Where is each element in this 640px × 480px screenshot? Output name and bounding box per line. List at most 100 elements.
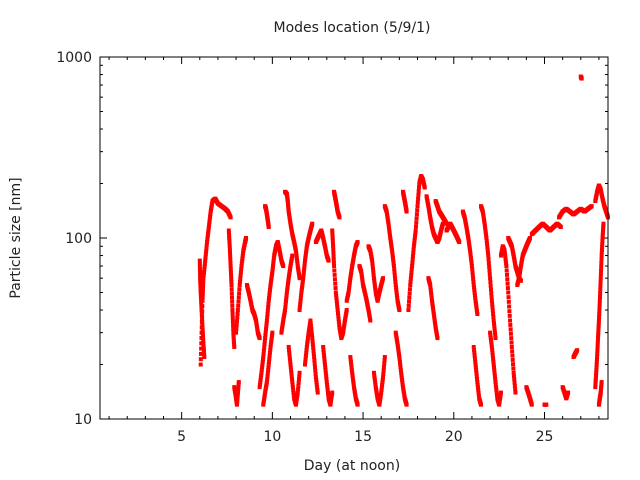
data-point (489, 291, 494, 296)
data-point (258, 377, 263, 382)
data-point (490, 302, 495, 307)
data-point (297, 374, 302, 379)
data-point (389, 246, 394, 251)
data-point (497, 398, 502, 403)
data-point (267, 288, 272, 293)
data-point (494, 390, 499, 395)
data-point (244, 236, 249, 240)
data-point (508, 331, 513, 336)
data-point (415, 208, 420, 213)
data-point (314, 382, 319, 387)
data-point (430, 298, 435, 303)
data-point (201, 279, 206, 284)
data-point (295, 390, 300, 395)
data-point (473, 365, 478, 370)
data-point (398, 365, 403, 370)
data-point (380, 380, 385, 385)
data-point (594, 365, 599, 370)
data-point (299, 293, 304, 298)
data-point (512, 380, 517, 385)
data-point (199, 308, 204, 313)
data-point (428, 285, 433, 290)
data-point (293, 248, 298, 253)
data-point (234, 326, 239, 331)
data-point (238, 279, 243, 284)
data-point (229, 276, 234, 281)
data-point (197, 261, 202, 266)
data-point (200, 291, 205, 296)
data-point (512, 383, 517, 388)
data-point (491, 359, 496, 364)
data-point (466, 238, 471, 243)
data-point (498, 392, 503, 397)
data-point (399, 375, 404, 380)
data-point (600, 236, 605, 240)
data-point (593, 385, 598, 390)
data-point (471, 279, 476, 284)
data-point (301, 276, 306, 281)
data-point (291, 390, 296, 395)
data-point (296, 270, 301, 275)
data-point (481, 211, 486, 216)
data-point (579, 76, 584, 81)
data-point (491, 362, 496, 367)
data-point (414, 220, 419, 225)
x-axis-label: Day (at noon) (304, 458, 400, 474)
data-point (258, 380, 263, 385)
data-point (303, 362, 308, 367)
data-point (228, 250, 233, 255)
data-point (267, 293, 272, 298)
data-point (323, 365, 328, 370)
data-point (470, 267, 475, 272)
data-point (341, 328, 346, 333)
data-point (336, 313, 341, 318)
data-point (202, 350, 207, 355)
data-point (594, 368, 599, 373)
data-point (391, 264, 396, 269)
data-point (389, 242, 394, 247)
data-point (313, 368, 318, 373)
data-point (263, 330, 268, 335)
data-point (287, 353, 292, 358)
data-point (466, 236, 471, 240)
data-point (297, 276, 302, 281)
data-point (490, 353, 495, 358)
data-point (404, 209, 409, 214)
data-point (302, 267, 307, 272)
data-point (286, 344, 291, 349)
data-point (371, 270, 376, 275)
data-point (298, 299, 303, 304)
data-point (204, 249, 209, 254)
data-point (229, 291, 234, 296)
data-point (558, 225, 563, 230)
data-point (230, 315, 235, 320)
data-point (350, 375, 355, 380)
data-point (415, 204, 420, 209)
x-tick-label: 15 (354, 429, 372, 445)
data-point (473, 296, 478, 301)
data-point (266, 225, 271, 230)
data-point (231, 326, 236, 331)
data-point (506, 299, 511, 304)
data-point (295, 264, 300, 269)
data-point (304, 249, 309, 254)
data-point (349, 266, 354, 271)
data-point (474, 368, 479, 373)
data-point (397, 352, 402, 357)
data-point (378, 398, 383, 403)
data-point (330, 233, 335, 238)
data-point (268, 285, 273, 290)
data-point (228, 267, 233, 272)
data-point (232, 344, 237, 349)
data-point (300, 278, 305, 283)
data-point (505, 272, 510, 277)
data-point (475, 385, 480, 390)
data-point (315, 390, 320, 395)
data-point (297, 305, 302, 310)
data-point (599, 380, 604, 385)
data-point (379, 388, 384, 393)
data-point (230, 308, 235, 313)
data-point (288, 365, 293, 370)
data-point (286, 274, 291, 279)
data-point (598, 279, 603, 284)
